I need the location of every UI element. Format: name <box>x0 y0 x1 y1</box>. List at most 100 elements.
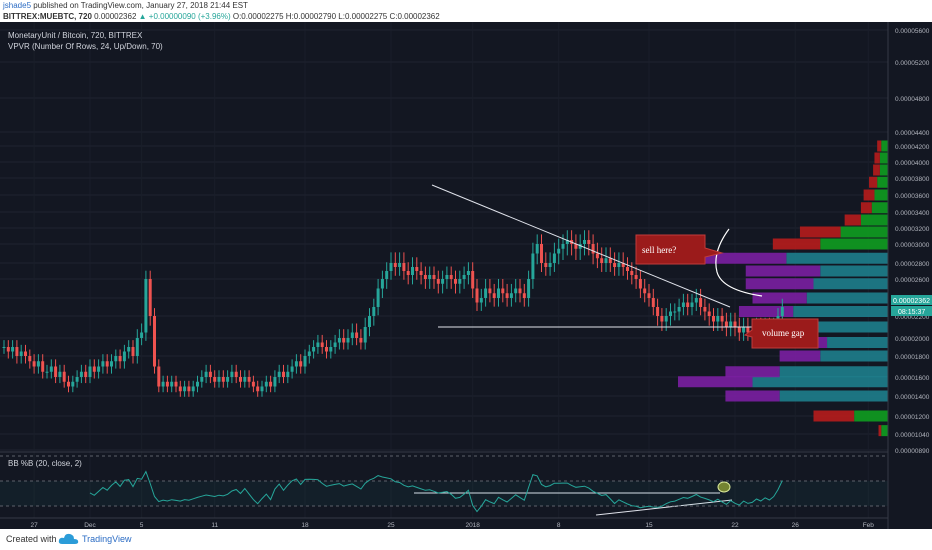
descending-trendline <box>431 184 731 308</box>
candle-body <box>436 279 440 284</box>
candle-body <box>630 271 634 275</box>
volume-bar-up <box>877 176 888 188</box>
candle-body <box>406 271 410 275</box>
volume-bar-down <box>863 189 875 201</box>
candle-body <box>664 316 668 322</box>
volume-bar-up <box>840 226 888 238</box>
candle-body <box>454 279 457 284</box>
candle-body <box>492 293 496 298</box>
time-tick-label: 18 <box>301 522 309 529</box>
candle-body <box>6 347 10 352</box>
volume-bar-down <box>799 226 841 238</box>
candle-body <box>742 327 746 333</box>
volume-bar-up <box>881 425 888 437</box>
candle-body <box>428 275 432 279</box>
candle-body <box>260 386 264 392</box>
volume-bar-up <box>827 337 888 348</box>
candle-body <box>613 263 617 267</box>
volume-bar-down <box>745 265 821 277</box>
time-tick-label: 11 <box>211 522 218 529</box>
sell-callout-bubble <box>635 234 724 265</box>
footer: Created with TradingView <box>0 529 932 550</box>
candle-body <box>11 347 15 352</box>
tradingview-link[interactable]: TradingView <box>82 534 132 544</box>
candle-body <box>2 347 6 348</box>
candle-body <box>677 307 681 312</box>
price-tick-label: 0.00002800 <box>895 261 930 268</box>
candle-body <box>187 386 191 392</box>
candle-body <box>200 377 204 382</box>
candle-body <box>282 371 285 377</box>
candle-body <box>423 275 427 279</box>
symbol-name: BITTREX:MUEBTC, 720 <box>3 12 92 21</box>
candle-body <box>208 371 212 377</box>
candle-body <box>712 316 715 322</box>
candle-body <box>647 293 651 298</box>
candle-body <box>32 361 36 367</box>
price-tick-label: 0.00000890 <box>895 448 930 455</box>
candle-body <box>716 316 720 322</box>
time-tick-label: 8 <box>557 522 561 529</box>
chart-area[interactable]: sell here? volume gap 2.00001.00000.0000… <box>0 22 932 529</box>
candle-body <box>41 361 45 372</box>
candle-body <box>247 377 251 382</box>
candle-body <box>617 263 621 267</box>
bracket-curve <box>715 228 763 297</box>
candle-body <box>548 263 552 267</box>
candle-body <box>161 381 165 387</box>
volume-bar-down <box>779 350 821 362</box>
chart-legend: MonetaryUnit / Bitcoin, 720, BITTREX VPV… <box>8 30 163 52</box>
time-tick-label: 25 <box>387 522 395 529</box>
volume-bar-down <box>678 376 753 388</box>
price-tick-label: 0.00002200 <box>895 314 930 321</box>
candle-body <box>307 351 311 356</box>
bb-band <box>0 481 888 506</box>
chart-canvas[interactable]: sell here? volume gap 2.00001.00000.0000… <box>0 22 932 529</box>
volume-bar-up <box>820 350 888 362</box>
candle-body <box>604 258 608 263</box>
candle-body <box>514 288 518 294</box>
candle-body <box>720 316 724 322</box>
candle-body <box>325 347 328 352</box>
candle-body <box>316 342 320 347</box>
publish-line: jshade5 published on TradingView.com, Ja… <box>3 1 248 10</box>
candle-body <box>780 307 784 316</box>
candle-body <box>385 271 389 279</box>
candle-body <box>380 279 384 289</box>
time-tick-label: 5 <box>140 522 144 529</box>
last-price: 0.00002362 <box>94 12 137 21</box>
author-link[interactable]: jshade5 <box>3 1 32 10</box>
time-axis: 27Dec511182520188152226Feb5 <box>0 517 888 529</box>
candle-body <box>509 293 513 298</box>
candle-body <box>226 377 230 382</box>
candle-body <box>273 377 277 387</box>
candle-body <box>342 338 346 343</box>
candle-body <box>286 371 290 377</box>
price-change: ▲ +0.00000090 (+3.96%) <box>138 12 231 21</box>
candle-body <box>690 302 694 307</box>
candle-body <box>501 288 505 294</box>
volume-bar-down <box>738 306 794 317</box>
volume-bar-up <box>806 292 888 304</box>
ohlc-values: O:0.00002275 H:0.00002790 L:0.00002275 C… <box>232 12 440 21</box>
candle-body <box>445 275 449 279</box>
publish-info: published on TradingView.com, January 27… <box>33 1 248 10</box>
price-tick-label: 0.00004000 <box>895 160 930 167</box>
price-tick-label: 0.00001200 <box>895 414 930 421</box>
price-tick-label: 0.00003000 <box>895 242 930 249</box>
candle-body <box>299 361 303 367</box>
candle-body <box>101 361 105 367</box>
price-tick-label: 0.00005600 <box>895 28 930 35</box>
candle-body <box>114 356 118 362</box>
candle-body <box>694 298 698 303</box>
candle-body <box>638 279 642 289</box>
volume-bar-down <box>752 292 807 304</box>
candle-body <box>122 351 126 362</box>
legend-title: MonetaryUnit / Bitcoin, 720, BITTREX <box>8 31 143 40</box>
price-tick-label: 0.00003600 <box>895 193 930 200</box>
bb-legend: BB %B (20, close, 2) <box>8 459 82 468</box>
candle-body <box>686 302 690 307</box>
price-tick-label: 0.00001800 <box>895 354 930 361</box>
candle-body <box>458 279 462 284</box>
candle-body <box>251 381 255 387</box>
